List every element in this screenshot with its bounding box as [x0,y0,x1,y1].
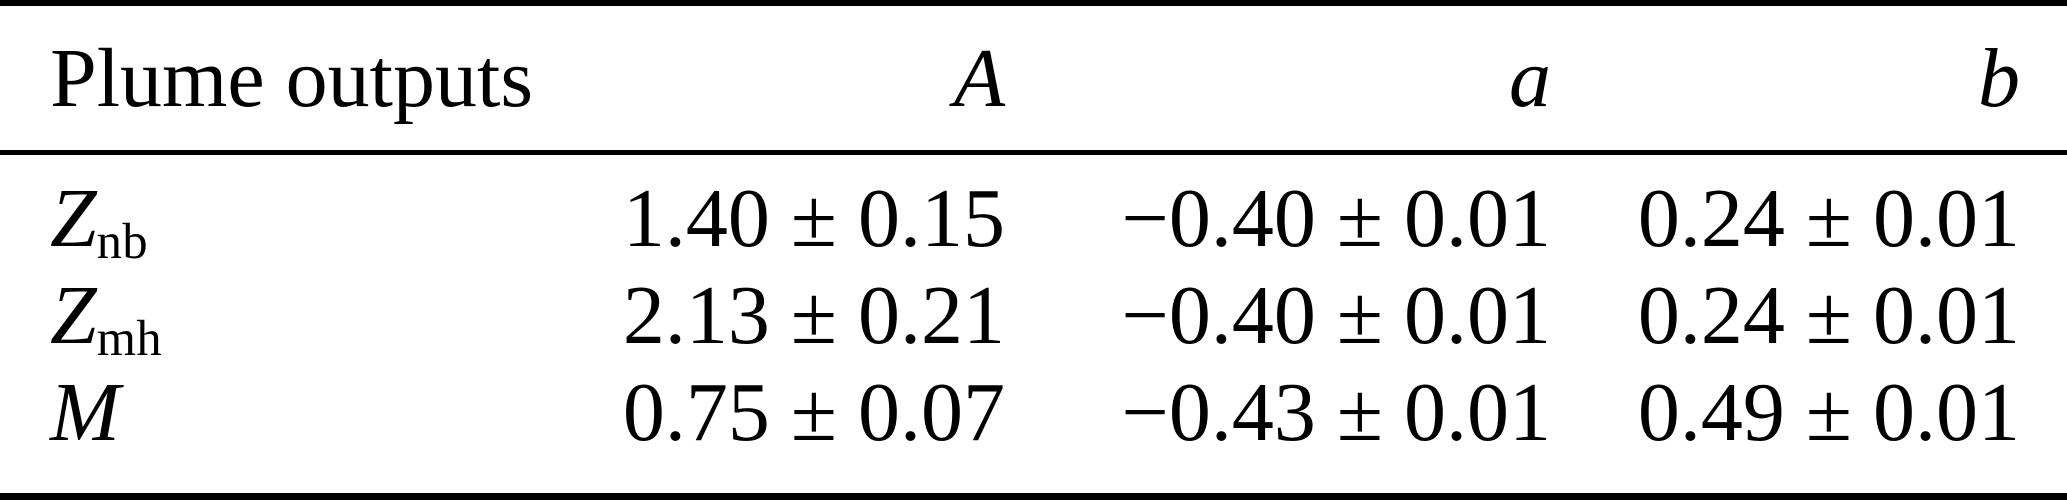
table-body: Znb 1.40 ± 0.15 −0.40 ± 0.01 0.24 ± 0.01… [50,154,2020,461]
cell-A: 2.13 ± 0.21 [622,269,1005,362]
table-top-rule [0,0,2067,6]
cell-A: 1.40 ± 0.15 [622,172,1005,265]
row-label-subscript: nb [96,213,149,270]
row-label-base: Z [50,269,97,362]
table-bottom-rule [0,493,2067,500]
cell-a: −0.40 ± 0.01 [1121,172,1551,265]
row-label-subscript: mh [96,310,163,367]
row-label: M [50,364,610,461]
row-label: Zmh [50,267,610,367]
cell-b: 0.24 ± 0.01 [1637,172,2020,265]
col-header-big-a: A [953,31,1005,125]
row-label: Znb [50,170,610,270]
row-label-base: M [50,366,120,459]
cell-b: 0.24 ± 0.01 [1637,269,2020,362]
cell-b: 0.49 ± 0.01 [1637,366,2020,459]
col-header-b: b [1978,31,2020,125]
row-label-base: Z [50,172,97,265]
cell-a: −0.40 ± 0.01 [1121,269,1551,362]
table-mid-rule [0,150,2067,155]
cell-a: −0.43 ± 0.01 [1121,366,1551,459]
table-header-row: Plume outputs A a b [50,6,2020,150]
cell-A: 0.75 ± 0.07 [622,366,1005,459]
col-header-plume-outputs: Plume outputs [50,31,534,125]
col-header-small-a: a [1509,31,1551,125]
